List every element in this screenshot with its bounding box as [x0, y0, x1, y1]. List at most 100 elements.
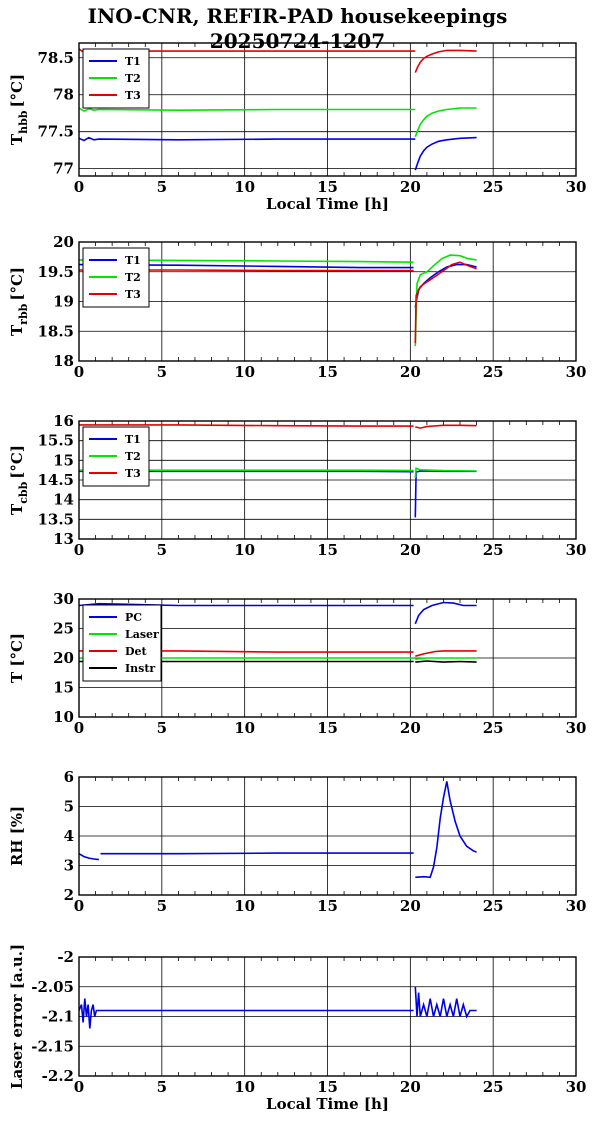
chart-panel-5: 0 5 10 15 20 25 30 2 3 4 5 6 RH [%]	[8, 768, 586, 915]
y-axis-label: Laser error [a.u.]	[8, 944, 26, 1089]
x-tick-label: 20	[400, 178, 421, 196]
y-tick-label: 78	[53, 86, 74, 104]
x-tick-label: 30	[566, 178, 587, 196]
y-tick-label: 20	[53, 233, 74, 251]
series-line-data-3	[415, 781, 477, 879]
series-line-t2-2	[414, 254, 477, 347]
y-tick-label: -2.2	[42, 1067, 74, 1085]
plot-frame	[78, 776, 577, 896]
y-axis-label-main: T [°C]	[8, 633, 26, 683]
y-axis-label: RH [%]	[8, 806, 26, 866]
y-tick-label: 30	[53, 590, 74, 608]
x-tick-label: 10	[234, 178, 255, 196]
y-axis-label-unit: [°C]	[8, 267, 26, 304]
series-line-data-2	[100, 852, 414, 855]
x-tick-label: 0	[74, 541, 84, 559]
x-tick-label: 15	[317, 897, 338, 915]
x-tick-label: 20	[400, 1078, 421, 1096]
x-tick-label: 20	[400, 719, 421, 737]
x-tick-label: 5	[157, 178, 167, 196]
series-line-det-2	[415, 650, 477, 657]
x-axis-label: Local Time [h]	[266, 195, 389, 213]
x-tick-label: 10	[234, 363, 255, 381]
x-tick-label: 30	[566, 1078, 587, 1096]
y-tick-label: 20	[53, 649, 74, 667]
x-tick-label: 10	[234, 1078, 255, 1096]
series-line-pc-1	[79, 602, 414, 607]
plot-frame	[78, 956, 577, 1077]
y-axis-label: Trbb [°C]	[8, 267, 30, 336]
x-tick-label: 15	[317, 363, 338, 381]
x-tick-label: 25	[483, 719, 504, 737]
y-axis-label: T [°C]	[8, 633, 26, 683]
series-line-t3-1	[79, 424, 414, 427]
y-axis-label-unit: [°C]	[8, 74, 26, 111]
legend-label-t1: T1	[125, 254, 141, 267]
legend-label-t3: T3	[125, 288, 141, 301]
chart-panel-2: 0 5 10 15 20 25 30 18 18.5 19 19.5 20 Trbb [°C] T1 T2 T…	[8, 233, 586, 381]
y-tick-label: -2	[57, 948, 74, 966]
x-tick-label: 30	[566, 719, 587, 737]
x-axis-label: Local Time [h]	[266, 1095, 389, 1113]
x-tick-label: 25	[483, 363, 504, 381]
y-tick-label: 18	[53, 352, 74, 370]
x-tick-label: 0	[74, 897, 84, 915]
x-tick-label: 0	[74, 363, 84, 381]
series-line-t3-2	[414, 261, 477, 344]
x-tick-label: 0	[74, 719, 84, 737]
x-tick-label: 5	[157, 897, 167, 915]
plot-frame	[78, 598, 577, 718]
y-tick-label: 18.5	[37, 322, 74, 340]
series-line-t2-2	[414, 107, 477, 138]
y-tick-label: 10	[53, 708, 74, 726]
x-tick-label: 30	[566, 541, 587, 559]
plot-frame	[78, 42, 577, 177]
x-tick-label: 0	[74, 178, 84, 196]
series-line-pc-2	[414, 601, 477, 625]
series-line-data-1	[79, 998, 414, 1029]
y-axis-label-sub: hbb	[17, 110, 30, 134]
x-tick-label: 20	[400, 363, 421, 381]
y-axis-label: Tcbb [°C]	[8, 445, 30, 515]
chart-panel-1: 0 5 10 15 20 25 30 77 77.5 78 78.5 Local Time [h] Th…	[8, 42, 587, 213]
page-title: INO-CNR, REFIR-PAD housekeepings 2025072…	[0, 4, 595, 54]
y-axis-label-main: T	[8, 133, 26, 145]
series-line-t3-2	[415, 424, 477, 429]
chart-panel-6: 0 5 10 15 20 25 30 -2.2 -2.15 -2.1 -2.05 -2 Local Ti…	[8, 944, 586, 1113]
series-line-t2-2	[414, 467, 477, 479]
y-tick-label: 15.5	[37, 432, 74, 450]
y-tick-label: 78.5	[37, 49, 74, 67]
series-line-t3-2	[414, 49, 477, 73]
y-tick-label: 4	[64, 827, 74, 845]
y-tick-label: 19	[53, 293, 74, 311]
x-tick-label: 10	[234, 719, 255, 737]
y-axis-label-main: T	[8, 503, 26, 515]
legend-label-t3: T3	[125, 89, 141, 102]
x-tick-label: 20	[400, 897, 421, 915]
series-line-t1-2	[414, 136, 477, 171]
legend-label-laser: Laser	[125, 628, 159, 641]
x-tick-label: 20	[400, 541, 421, 559]
series-line-t1-2	[414, 263, 477, 308]
series-line-data-2	[414, 986, 477, 1019]
y-tick-label: 25	[53, 620, 74, 638]
legend-label-instr: Instr	[125, 662, 155, 675]
x-tick-label: 25	[483, 1078, 504, 1096]
series-line-t1-2	[414, 470, 477, 518]
series-line-data-1	[79, 853, 99, 861]
x-tick-label: 25	[483, 897, 504, 915]
y-tick-label: 14.5	[37, 471, 74, 489]
x-tick-label: 10	[234, 897, 255, 915]
legend-label-t1: T1	[125, 55, 141, 68]
y-axis-label-main: Laser error [a.u.]	[8, 944, 26, 1089]
y-tick-label: -2.05	[31, 978, 74, 996]
x-tick-label: 5	[157, 541, 167, 559]
y-tick-label: 13	[53, 530, 74, 548]
series-line-t1-1	[79, 136, 416, 142]
legend-label-t2: T2	[125, 271, 141, 284]
x-tick-label: 30	[566, 897, 587, 915]
title-line-2: 20250724-1207	[209, 29, 386, 53]
y-axis-label-sub: cbb	[17, 481, 30, 503]
